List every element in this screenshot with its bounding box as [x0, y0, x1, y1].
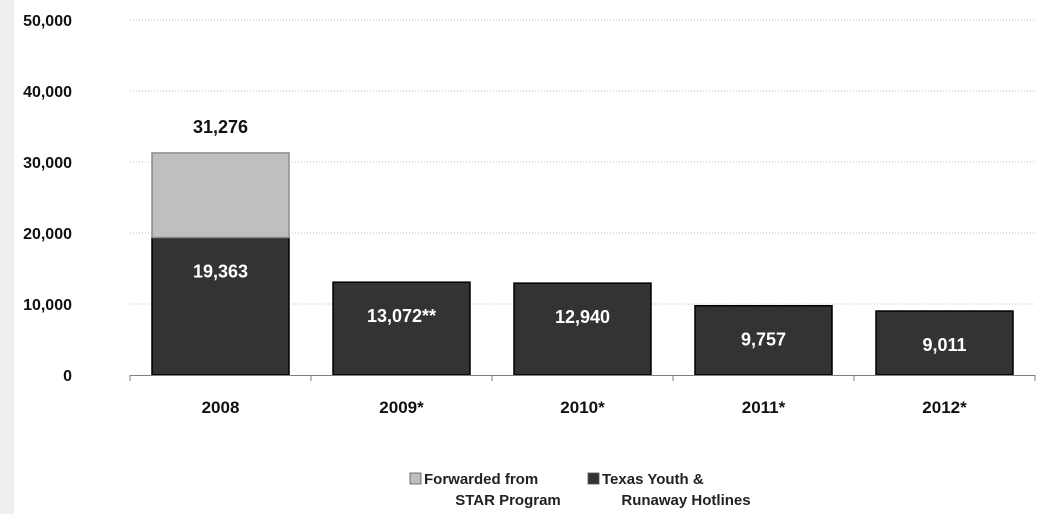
legend-label-line2: Runaway Hotlines — [621, 492, 750, 509]
x-category-label: 2010* — [560, 398, 605, 417]
y-tick-label: 50,000 — [23, 13, 72, 30]
x-category-label: 2008 — [202, 398, 240, 417]
bar-value-label: 9,011 — [922, 335, 966, 355]
bar-texas-youth-hotlines — [875, 310, 1014, 376]
data-labels: 19,363 31,276 13,072** 12,940 9,757 9,011 — [193, 117, 967, 355]
bar-total-label: 31,276 — [193, 117, 248, 137]
legend: Forwarded from STAR Program Texas Youth & R… — [409, 471, 751, 509]
legend-swatch — [409, 472, 422, 485]
bar-value-label: 19,363 — [193, 262, 248, 282]
y-tick-label: 30,000 — [23, 155, 72, 172]
bar-texas-youth-hotlines — [332, 281, 471, 376]
y-tick-label: 0 — [63, 368, 72, 385]
x-axis: 2008 2009* 2010* 2011* 2012* — [129, 375, 1036, 417]
legend-label-line2: STAR Program — [455, 492, 561, 509]
y-tick-label: 10,000 — [23, 297, 72, 314]
bar-texas-youth-hotlines — [151, 236, 290, 376]
bar-value-label: 12,940 — [555, 307, 610, 327]
legend-label-line1: Forwarded from — [424, 471, 538, 488]
legend-label-line1: Texas Youth & — [602, 471, 704, 488]
legend-swatch — [587, 472, 600, 485]
left-margin-strip — [0, 0, 14, 514]
x-category-label: 2012* — [922, 398, 967, 417]
bar-texas-youth-hotlines — [694, 304, 833, 376]
x-category-label: 2011* — [742, 398, 786, 417]
bar-value-label: 13,072** — [367, 306, 436, 326]
bars — [151, 152, 1014, 376]
bar-value-label: 9,757 — [741, 330, 786, 350]
y-tick-label: 20,000 — [23, 226, 72, 243]
y-axis-tick-labels: 0 10,000 20,000 30,000 40,000 50,000 — [23, 13, 72, 385]
x-category-label: 2009* — [379, 398, 424, 417]
y-tick-label: 40,000 — [23, 84, 72, 101]
bar-texas-youth-hotlines — [513, 282, 652, 376]
bar-forwarded-star — [151, 152, 290, 239]
